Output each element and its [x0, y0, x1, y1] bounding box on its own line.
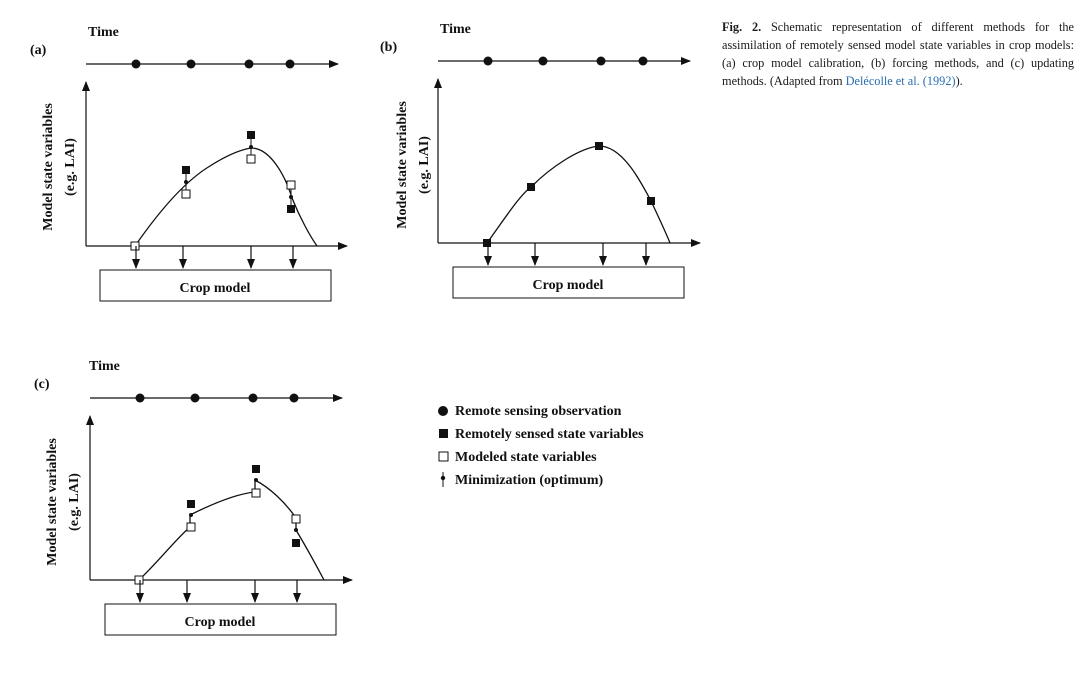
panel-b: (b) Time Model state variables (e.g. LAI…	[380, 22, 701, 299]
observation-dot	[285, 59, 295, 69]
caption-text: Schematic representation of different me…	[722, 20, 1074, 88]
plot-axes	[82, 81, 348, 250]
legend-filled-square-icon	[439, 429, 448, 438]
markers	[130, 131, 296, 251]
time-axis	[90, 393, 343, 403]
legend-circle-icon	[438, 406, 448, 416]
y-axis-label: Model state variables	[45, 438, 60, 566]
y-axis-label: Model state variables	[41, 103, 56, 231]
observation-dot	[248, 393, 258, 403]
legend-item-observation: Remote sensing observation	[455, 404, 622, 419]
observation-dot	[289, 393, 299, 403]
y-axis-sublabel: (e.g. LAI)	[67, 473, 82, 531]
time-label: Time	[88, 25, 119, 40]
plot-axes	[86, 415, 353, 584]
panel-label: (b)	[380, 40, 397, 55]
markers	[134, 465, 301, 585]
y-axis-label: Model state variables	[395, 101, 410, 229]
panel-label: (a)	[30, 43, 47, 58]
observation-dot	[638, 56, 648, 66]
observation-dot	[244, 59, 254, 69]
observation-dot	[190, 393, 200, 403]
legend-open-square-icon	[438, 451, 449, 462]
crop-model-box	[104, 603, 337, 636]
observation-dot	[186, 59, 196, 69]
legend-item-minimization: Minimization (optimum)	[455, 473, 603, 488]
y-axis-sublabel: (e.g. LAI)	[417, 136, 432, 194]
caption-end: ).	[955, 74, 963, 88]
time-axis	[438, 56, 691, 66]
time-axis	[86, 59, 339, 69]
crop-model-box	[452, 266, 685, 299]
legend-item-remote-state: Remotely sensed state variables	[455, 427, 644, 442]
y-axis-sublabel: (e.g. LAI)	[63, 138, 78, 196]
time-label: Time	[89, 359, 120, 374]
model-arrows	[484, 243, 650, 266]
crop-model-label: Crop model	[533, 278, 604, 293]
legend: Remote sensing observation Remotely sens…	[438, 404, 644, 488]
figure-caption: Fig. 2. Schematic representation of diff…	[722, 18, 1074, 90]
panel-c: (c) Time Model state variables (e.g. LAI…	[34, 359, 353, 636]
observation-dot	[483, 56, 493, 66]
panel-a: (a) Time Model state variables (e.g. LAI…	[30, 25, 348, 302]
crop-model-label: Crop model	[185, 615, 256, 630]
caption-label: Fig. 2.	[722, 20, 762, 34]
model-arrows	[136, 580, 301, 603]
crop-model-label: Crop model	[180, 281, 251, 296]
caption-reference-link[interactable]: Delécolle et al. (1992)	[845, 74, 956, 88]
observation-dot	[131, 59, 141, 69]
markers	[483, 142, 655, 247]
observation-dot	[135, 393, 145, 403]
panel-label: (c)	[34, 377, 50, 392]
plot-axes	[434, 78, 701, 247]
legend-item-modeled-state: Modeled state variables	[455, 450, 597, 465]
observation-dot	[538, 56, 548, 66]
time-label: Time	[440, 22, 471, 37]
model-curve	[486, 145, 671, 244]
legend-pin-icon	[440, 472, 446, 487]
observation-dot	[596, 56, 606, 66]
model-arrows	[132, 246, 297, 269]
crop-model-box	[99, 269, 332, 302]
